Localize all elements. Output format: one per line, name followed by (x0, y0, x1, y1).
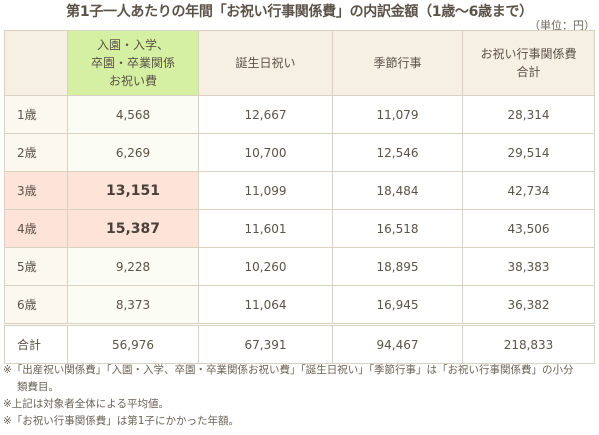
cell-seasonal: 12,546 (332, 133, 463, 172)
footnotes: ※「出産祝い関係費」「入園・入学、卒園・卒業関係お祝い費」「誕生日祝い」「季節行… (3, 362, 597, 430)
table-row: 6歳 8,373 11,064 16,945 36,382 (4, 285, 595, 325)
cell-entrance-graduation: 6,269 (67, 133, 199, 172)
table-row-highlighted: 3歳 13,151 11,099 18,484 42,734 (4, 171, 595, 210)
table-total-row: 合計 56,976 67,391 94,467 218,833 (4, 323, 595, 364)
footnote-2: ※上記は対象者全体による平均値。 (3, 398, 169, 410)
total-seasonal: 94,467 (332, 323, 463, 364)
table-header-row: 入園・入学、 卒園・卒業関係 お祝い費 誕生日祝い 季節行事 お祝い行事関係費 … (4, 30, 595, 96)
cell-entrance-graduation: 4,568 (67, 95, 199, 134)
header-seasonal: 季節行事 (332, 30, 463, 96)
row-label: 3歳 (4, 171, 68, 210)
row-label: 6歳 (4, 285, 68, 325)
table-row: 1歳 4,568 12,667 11,079 28,314 (4, 95, 595, 134)
cell-entrance-graduation: 15,387 (67, 209, 199, 248)
cell-entrance-graduation: 13,151 (67, 171, 199, 210)
total-label: 合計 (4, 323, 68, 364)
header-birthday: 誕生日祝い (198, 30, 333, 96)
cell-total: 29,514 (462, 133, 595, 172)
cell-seasonal: 16,518 (332, 209, 463, 248)
row-label: 4歳 (4, 209, 68, 248)
cell-seasonal: 16,945 (332, 285, 463, 325)
cell-total: 36,382 (462, 285, 595, 325)
cell-seasonal: 18,484 (332, 171, 463, 210)
total-birthday: 67,391 (198, 323, 333, 364)
unit-label: （単位：円） (529, 19, 595, 32)
total-overall: 218,833 (462, 323, 595, 364)
cell-total: 42,734 (462, 171, 595, 210)
row-label: 1歳 (4, 95, 68, 134)
cell-total: 28,314 (462, 95, 595, 134)
row-label: 2歳 (4, 133, 68, 172)
row-label: 5歳 (4, 247, 68, 286)
cell-entrance-graduation: 8,373 (67, 285, 199, 325)
table-row: 2歳 6,269 10,700 12,546 29,514 (4, 133, 595, 172)
expense-table: 入園・入学、 卒園・卒業関係 お祝い費 誕生日祝い 季節行事 お祝い行事関係費 … (4, 30, 595, 364)
footnote-1: ※「出産祝い関係費」「入園・入学、卒園・卒業関係お祝い費」「誕生日祝い」「季節行… (3, 364, 574, 376)
footnote-3: ※「お祝い行事関係費」は第1子にかかった年額。 (3, 415, 239, 427)
cell-birthday: 11,099 (198, 171, 333, 210)
footnote-1-continued: 類費目。 (17, 381, 59, 393)
cell-total: 38,383 (462, 247, 595, 286)
table-row: 5歳 9,228 10,260 18,895 38,383 (4, 247, 595, 286)
header-total: お祝い行事関係費 合計 (462, 30, 595, 96)
header-corner (4, 30, 68, 96)
header-entrance-graduation: 入園・入学、 卒園・卒業関係 お祝い費 (67, 30, 199, 96)
table-row-highlighted: 4歳 15,387 11,601 16,518 43,506 (4, 209, 595, 248)
cell-seasonal: 11,079 (332, 95, 463, 134)
cell-birthday: 10,700 (198, 133, 333, 172)
total-entrance-graduation: 56,976 (67, 323, 199, 364)
cell-birthday: 11,601 (198, 209, 333, 248)
cell-birthday: 12,667 (198, 95, 333, 134)
page-title: 第1子一人あたりの年間「お祝い行事関係費」の内訳金額（1歳〜6歳まで） (66, 4, 533, 20)
cell-total: 43,506 (462, 209, 595, 248)
cell-seasonal: 18,895 (332, 247, 463, 286)
cell-birthday: 11,064 (198, 285, 333, 325)
cell-entrance-graduation: 9,228 (67, 247, 199, 286)
cell-birthday: 10,260 (198, 247, 333, 286)
